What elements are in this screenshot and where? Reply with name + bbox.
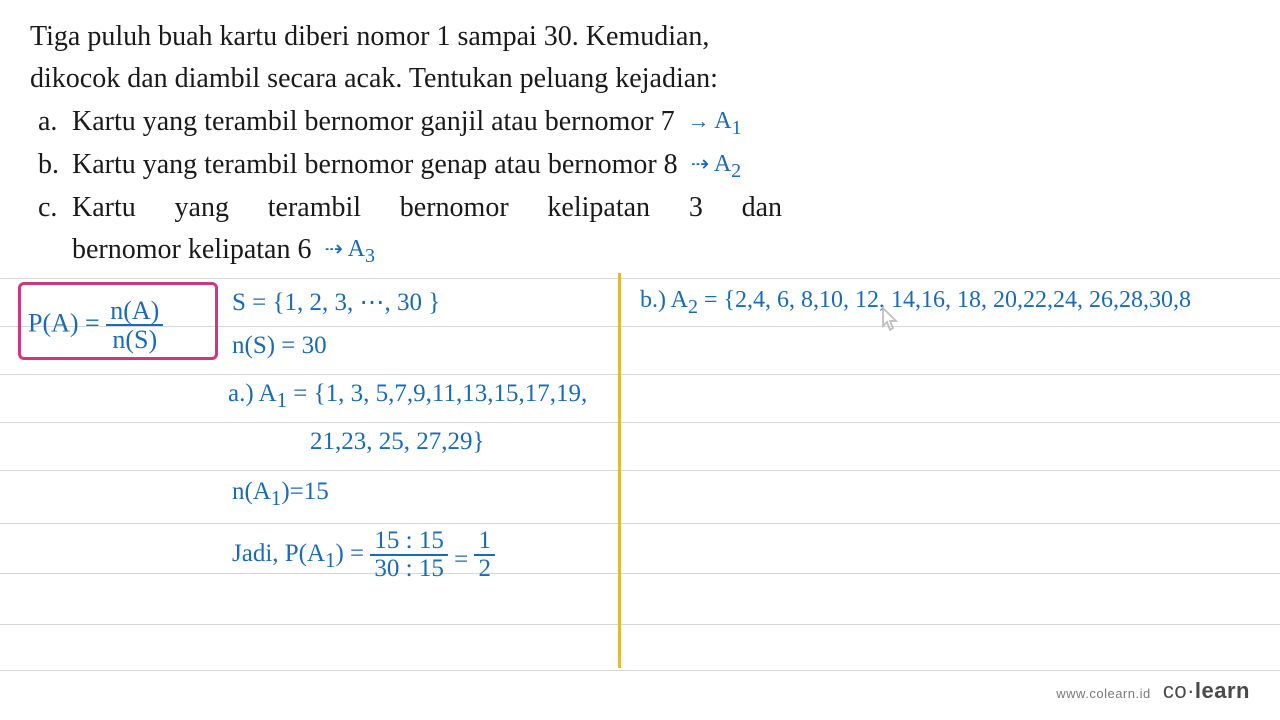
item-b: Kartu yang terambil bernomor genap atau … <box>72 145 1250 186</box>
item-a-annotation: → A1 <box>688 104 742 143</box>
rule-line <box>0 470 1280 471</box>
vertical-divider <box>618 273 621 668</box>
rule-line <box>0 624 1280 625</box>
part-a-frac2: 1 2 <box>474 528 495 583</box>
formula-frac: n(A) n(S) <box>106 297 163 354</box>
part-a-nA: n(A1)=15 <box>232 478 329 511</box>
item-b-annotation: ⇢ A2 <box>691 147 741 186</box>
item-c-annotation: ⇢ A3 <box>324 232 374 271</box>
rule-line <box>0 278 1280 279</box>
watermark-url: www.colearn.id <box>1056 686 1150 701</box>
rule-line <box>0 523 1280 524</box>
rule-line <box>0 573 1280 574</box>
item-c-text2: bernomor kelipatan 6 <box>72 234 311 265</box>
watermark: www.colearn.id co·learn <box>1056 678 1250 704</box>
item-a-text: Kartu yang terambil bernomor ganjil atau… <box>72 106 675 137</box>
question-list: Kartu yang terambil bernomor ganjil atau… <box>30 102 1250 272</box>
rule-line <box>0 374 1280 375</box>
part-b-set: b.) A2 = {2,4, 6, 8,10, 12, 14,16, 18, 2… <box>640 287 1191 319</box>
part-a-jadi: Jadi, P(A1) = 15 : 15 30 : 15 = 1 2 <box>232 528 495 583</box>
part-a-set-line1: a.) A1 = {1, 3, 5,7,9,11,13,15,17,19, <box>228 380 587 413</box>
sample-space-nS: n(S) = 30 <box>232 332 327 360</box>
question-line1: Tiga puluh buah kartu diberi nomor 1 sam… <box>30 18 1250 56</box>
watermark-brand: co·learn <box>1163 678 1250 703</box>
item-c-line2: bernomor kelipatan 6 ⇢ A3 <box>72 230 1250 271</box>
item-a: Kartu yang terambil bernomor ganjil atau… <box>72 102 1250 143</box>
formula-lhs: P(A) = n(A) n(S) <box>28 297 163 354</box>
rule-line <box>0 422 1280 423</box>
item-c: Kartu yang terambil bernomor kelipatan 3… <box>72 188 782 229</box>
rule-line <box>0 670 1280 671</box>
part-a-frac1: 15 : 15 30 : 15 <box>370 528 447 583</box>
sample-space-S: S = {1, 2, 3, ⋯, 30 } <box>232 287 440 317</box>
part-a-set-line2: 21,23, 25, 27,29} <box>310 428 485 456</box>
item-b-text: Kartu yang terambil bernomor genap atau … <box>72 149 678 180</box>
question-line2: dikocok dan diambil secara acak. Tentuka… <box>30 60 1250 98</box>
